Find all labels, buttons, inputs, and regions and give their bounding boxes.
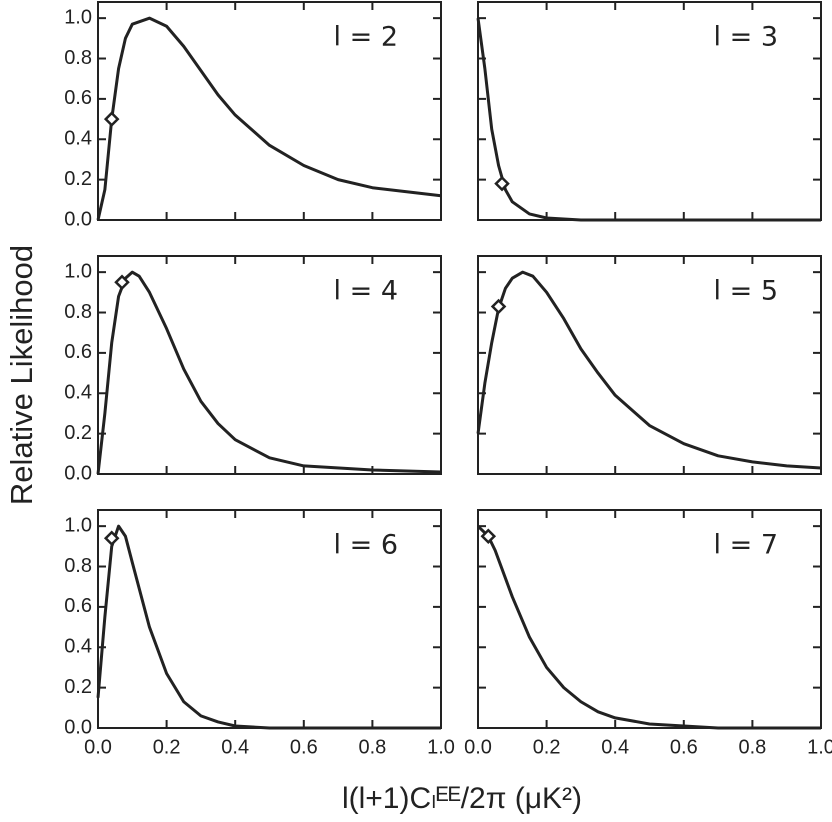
likelihood-curve (96, 16, 442, 221)
panel-title: l = 7 (714, 530, 778, 561)
x-tick-label: 0.4 (221, 736, 249, 758)
panel-title: l = 3 (714, 22, 778, 53)
x-tick-label: 0.2 (533, 736, 561, 758)
x-tick-label: 0.0 (464, 736, 492, 758)
marker-diamond (103, 111, 120, 127)
panel-frame (477, 509, 822, 729)
panel-frame (97, 1, 442, 221)
y-axis-label: Relative Likelihood (4, 245, 39, 505)
y-tick-label: 0.6 (64, 341, 92, 363)
x-tick-label: 0.8 (358, 736, 386, 758)
y-tick-label: 0.4 (64, 382, 92, 404)
y-tick-label: 0.4 (64, 636, 92, 658)
x-tick-label: 0.4 (601, 736, 629, 758)
panel-title: l = 5 (714, 276, 778, 307)
y-tick-label: 0.4 (64, 128, 92, 150)
y-tick-label: 0.2 (64, 422, 92, 444)
panel-frame (477, 255, 822, 475)
x-tick-label: 0.8 (738, 736, 766, 758)
likelihood-curve (96, 270, 442, 475)
y-tick-label: 0.8 (64, 301, 92, 323)
marker-diamond (114, 274, 130, 291)
y-tick-label: 1.0 (64, 260, 92, 282)
y-tick-label: 0.2 (64, 676, 92, 698)
y-tick-label: 0.6 (64, 87, 92, 109)
panel-title: l = 2 (334, 22, 398, 53)
y-tick-label: 1.0 (64, 514, 92, 536)
panel-title: l = 6 (334, 530, 398, 561)
x-tick-label: 0.2 (153, 736, 181, 758)
y-tick-label: 0.0 (64, 208, 92, 230)
likelihood-curve (476, 525, 821, 730)
panel-title: l = 4 (334, 276, 398, 307)
x-tick-label: 1.0 (807, 736, 832, 758)
marker-diamond (490, 298, 507, 315)
x-tick-label: 0.6 (670, 736, 698, 758)
panel-frame (97, 255, 442, 475)
y-tick-label: 0.2 (64, 168, 92, 190)
marker-diamond (103, 530, 120, 547)
x-tick-label: 0.0 (84, 736, 112, 758)
x-tick-label: 1.0 (427, 736, 455, 758)
y-tick-label: 0.6 (64, 595, 92, 617)
x-axis-label: l(l+1)Cₗᴱᴱ/2π (μK²) (342, 782, 582, 815)
y-tick-label: 1.0 (64, 6, 92, 28)
y-tick-label: 0.0 (64, 716, 92, 738)
marker-diamond (494, 175, 510, 192)
likelihood-curve (476, 17, 821, 222)
y-tick-label: 0.0 (64, 462, 92, 484)
y-tick-label: 0.8 (64, 47, 92, 69)
x-tick-label: 0.6 (290, 736, 318, 758)
marker-diamond (480, 528, 497, 545)
y-tick-label: 0.8 (64, 555, 92, 577)
